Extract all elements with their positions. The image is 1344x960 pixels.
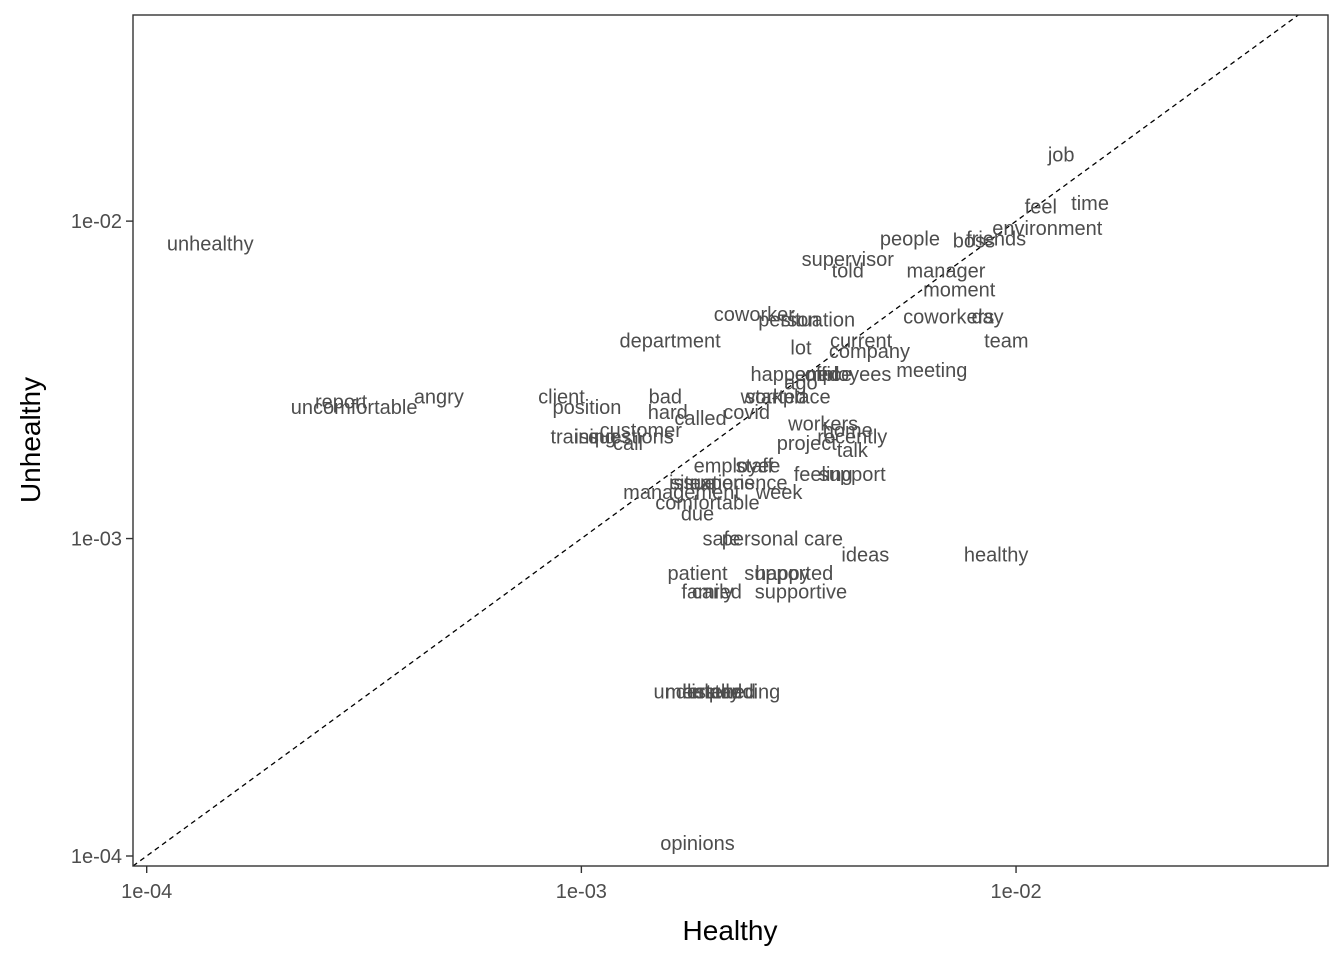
word-label: angry [414, 387, 464, 409]
word-label: lot [790, 337, 812, 359]
word-label: told [832, 260, 864, 282]
word-label: cared [692, 582, 742, 604]
word-label: customer [600, 420, 683, 442]
plot-panel-border [132, 14, 1329, 867]
word-label: family [681, 582, 733, 604]
word-label: ago [784, 373, 817, 395]
word-label: moment [923, 279, 996, 301]
word-label: employees [795, 364, 892, 386]
word-label: coworkers [903, 307, 994, 329]
word-label: healthy [964, 545, 1029, 567]
word-label: support [819, 464, 886, 486]
word-label: uncomfortable [291, 397, 418, 419]
word-label: people [880, 229, 940, 251]
y-axis: 1e-04 1e-03 1e-02 [71, 211, 133, 868]
word-label: bad [649, 387, 682, 409]
word-label: friends [966, 229, 1026, 251]
word-label: report [315, 392, 368, 414]
word-label: work [740, 387, 784, 409]
y-tick-label: 1e-03 [71, 529, 122, 551]
word-label: place [783, 387, 831, 409]
word-label: time [1071, 193, 1109, 215]
word-label: staff [736, 455, 774, 477]
word-label: opinions [660, 833, 735, 855]
word-label: unhealthy [167, 234, 254, 256]
word-label: workers [787, 414, 858, 436]
y-axis-title: Unhealthy [15, 377, 46, 503]
word-label: listened [687, 681, 756, 703]
word-label: supported [744, 563, 833, 585]
word-label: feeling [794, 464, 853, 486]
word-label: project [777, 433, 837, 455]
word-label: current [830, 331, 893, 353]
word-label: feel [1025, 197, 1057, 219]
word-label: department [620, 331, 722, 353]
word-label: happened [750, 364, 839, 386]
word-label: week [755, 482, 804, 504]
word-label: understanding [653, 681, 780, 703]
word-label: manager [907, 260, 986, 282]
word-label: started [745, 387, 806, 409]
word-label: home [823, 420, 873, 442]
word-label: safe [703, 529, 741, 551]
word-label: team [984, 331, 1028, 353]
word-label: meeting [896, 360, 967, 382]
word-label: issue [669, 473, 716, 495]
word-label: situations [670, 473, 755, 495]
word-label: client [538, 387, 585, 409]
word-label: employee [694, 455, 781, 477]
word-label: patient [667, 563, 727, 585]
word-label: happy [755, 563, 810, 585]
y-tick-label: 1e-02 [71, 211, 122, 233]
word-label: call [613, 433, 643, 455]
word-label: called [674, 408, 726, 430]
word-label: job [1047, 145, 1075, 167]
y-tick-label: 1e-04 [71, 846, 122, 868]
word-label: covid [723, 402, 770, 424]
word-label: situation [781, 309, 856, 331]
word-label: helped [682, 681, 742, 703]
x-axis-title: Healthy [683, 915, 778, 946]
word-label: hard [648, 402, 688, 424]
word-label: office [805, 364, 852, 386]
word-label: issues [574, 426, 631, 448]
word-label: management [623, 482, 740, 504]
word-label: position [552, 397, 621, 419]
word-label: due [681, 503, 714, 525]
word-label: company [829, 341, 910, 363]
word-label: questions [588, 426, 674, 448]
word-label: talk [837, 440, 869, 462]
x-tick-label: 1e-04 [121, 881, 172, 903]
word-label: ideas [841, 545, 889, 567]
word-label: personal care [722, 529, 843, 551]
word-label: training [550, 426, 616, 448]
word-label: coworker [714, 304, 795, 326]
x-tick-label: 1e-03 [556, 881, 607, 903]
x-tick-label: 1e-02 [990, 881, 1041, 903]
word-labels: jobtimefeelenvironmentbossfriendspeoples… [167, 145, 1109, 855]
reference-line [132, 14, 1299, 867]
reference-line-layer [132, 14, 1299, 867]
word-label: day [971, 307, 1003, 329]
word-label: mentally [665, 681, 739, 703]
word-label: boss [953, 230, 995, 252]
x-axis: 1e-04 1e-03 1e-02 [121, 866, 1042, 903]
word-label: environment [992, 218, 1103, 240]
word-label: person [758, 309, 819, 331]
word-label: recently [817, 426, 887, 448]
word-label: supervisor [802, 249, 895, 271]
word-label: supportive [755, 582, 847, 604]
word-label: experience [690, 473, 788, 495]
plot-panel-background [133, 15, 1328, 866]
word-label: comfortable [655, 492, 760, 514]
